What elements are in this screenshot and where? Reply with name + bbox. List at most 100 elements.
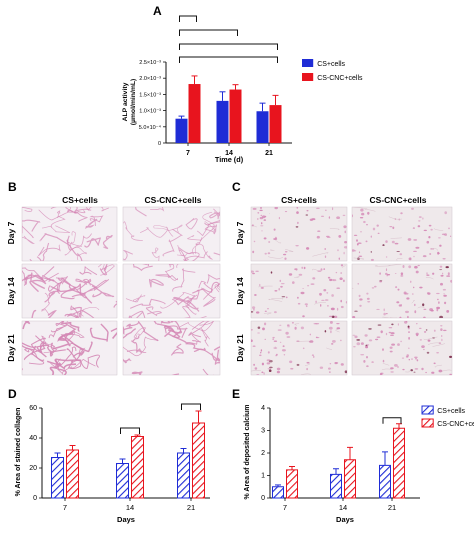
bar-cs-cnc-21 [394, 428, 405, 498]
x-tick-label: 21 [187, 503, 195, 512]
calcium-deposit [358, 283, 359, 285]
calcium-deposit [280, 280, 282, 282]
x-tick-label: 21 [388, 503, 396, 512]
calcium-deposit [332, 340, 336, 343]
calcium-deposit [419, 287, 422, 289]
calcium-deposit [272, 337, 274, 338]
calcium-deposit [265, 339, 266, 340]
calcium-deposit [337, 327, 341, 329]
calcium-deposit [268, 252, 271, 254]
calcium-deposit [359, 295, 361, 297]
calcium-deposit [345, 370, 348, 373]
calcium-deposit [329, 279, 332, 281]
calcium-deposit [365, 334, 368, 336]
calcium-deposit [258, 327, 261, 329]
legend-label-cs: CS+cells [437, 408, 465, 415]
calcium-deposit [379, 281, 382, 282]
calcium-deposit [353, 335, 356, 336]
bar-cs-7 [273, 487, 284, 498]
calcium-deposit [411, 208, 414, 210]
calcium-deposit [366, 356, 368, 358]
calcium-deposit [275, 237, 277, 240]
calcium-deposit [325, 210, 326, 211]
calcium-deposit [376, 309, 379, 310]
calcium-deposit [409, 359, 410, 360]
calcium-deposit [337, 249, 338, 251]
calcium-deposit [255, 271, 259, 272]
bar-cs-cnc-14 [132, 437, 144, 499]
calcium-deposit [400, 275, 403, 277]
calcium-deposit [264, 237, 267, 239]
calcium-deposit [427, 241, 430, 244]
calcium-deposit [312, 355, 314, 356]
calcium-deposit [253, 364, 255, 366]
x-tick-label: 14 [126, 503, 134, 512]
calcium-deposit [422, 217, 423, 219]
calcium-deposit [396, 301, 399, 303]
calcium-deposit [332, 279, 333, 280]
calcium-deposit [430, 229, 432, 231]
calcium-deposit [414, 310, 416, 313]
calcium-deposit [383, 313, 385, 316]
micrograph-c-cs-row1 [250, 206, 348, 261]
calcium-deposit [410, 369, 413, 371]
calcium-deposit [379, 272, 381, 274]
calcium-deposit [261, 222, 262, 224]
calcium-deposit [417, 359, 419, 361]
calcium-deposit [321, 216, 324, 217]
calcium-deposit [252, 273, 255, 275]
calcium-deposit [414, 266, 418, 269]
calcium-deposit [448, 228, 450, 230]
calcium-deposit [299, 274, 303, 276]
calcium-deposit [325, 330, 327, 332]
calcium-deposit [436, 309, 438, 312]
calcium-deposit [259, 284, 260, 286]
calcium-deposit [327, 305, 329, 306]
calcium-deposit [316, 337, 318, 339]
calcium-deposit [287, 326, 290, 327]
calcium-deposit [268, 368, 271, 369]
calcium-deposit [344, 241, 347, 243]
calcium-deposit [441, 335, 442, 336]
calcium-deposit [325, 255, 326, 258]
calcium-deposit [382, 244, 384, 246]
calcium-deposit [274, 311, 277, 313]
calcium-deposit [285, 211, 287, 212]
calcium-deposit [297, 297, 299, 299]
calcium-deposit [283, 345, 285, 347]
calcium-deposit [296, 211, 299, 214]
calcium-deposit [337, 308, 338, 311]
calcium-deposit [389, 327, 393, 328]
calcium-deposit [421, 345, 425, 348]
calcium-deposit [450, 236, 451, 237]
calcium-deposit [398, 323, 399, 325]
calcium-deposit [259, 355, 262, 357]
bar-cs-cnc-21 [193, 423, 205, 498]
y-tick-label: 1 [261, 473, 265, 480]
bar-cs-cnc-7 [67, 450, 79, 498]
calcium-deposit [359, 305, 361, 307]
calcium-deposit [287, 336, 291, 338]
calcium-deposit [340, 277, 343, 280]
x-tick-label: 7 [63, 503, 67, 512]
micrograph-c-cs-cnc-row1 [351, 207, 452, 261]
significance-bracket [180, 44, 278, 50]
calcium-deposit [294, 268, 296, 270]
tile-background [352, 207, 452, 261]
calcium-deposit [344, 252, 345, 255]
significance-bracket [121, 428, 140, 434]
y-tick-label: 0 [261, 495, 265, 502]
calcium-deposit [264, 323, 266, 326]
calcium-deposit [329, 327, 333, 330]
calcium-deposit [281, 283, 285, 284]
panel-label-b: B [8, 180, 17, 194]
calcium-deposit [434, 363, 436, 365]
calcium-deposit [320, 304, 321, 307]
y-axis-label-line: ALP activity [122, 82, 129, 121]
collagen-fiber [0, 367, 22, 381]
calcium-deposit [292, 281, 295, 284]
calcium-deposit [252, 251, 254, 254]
bar-cs-cnc-14 [345, 460, 356, 498]
